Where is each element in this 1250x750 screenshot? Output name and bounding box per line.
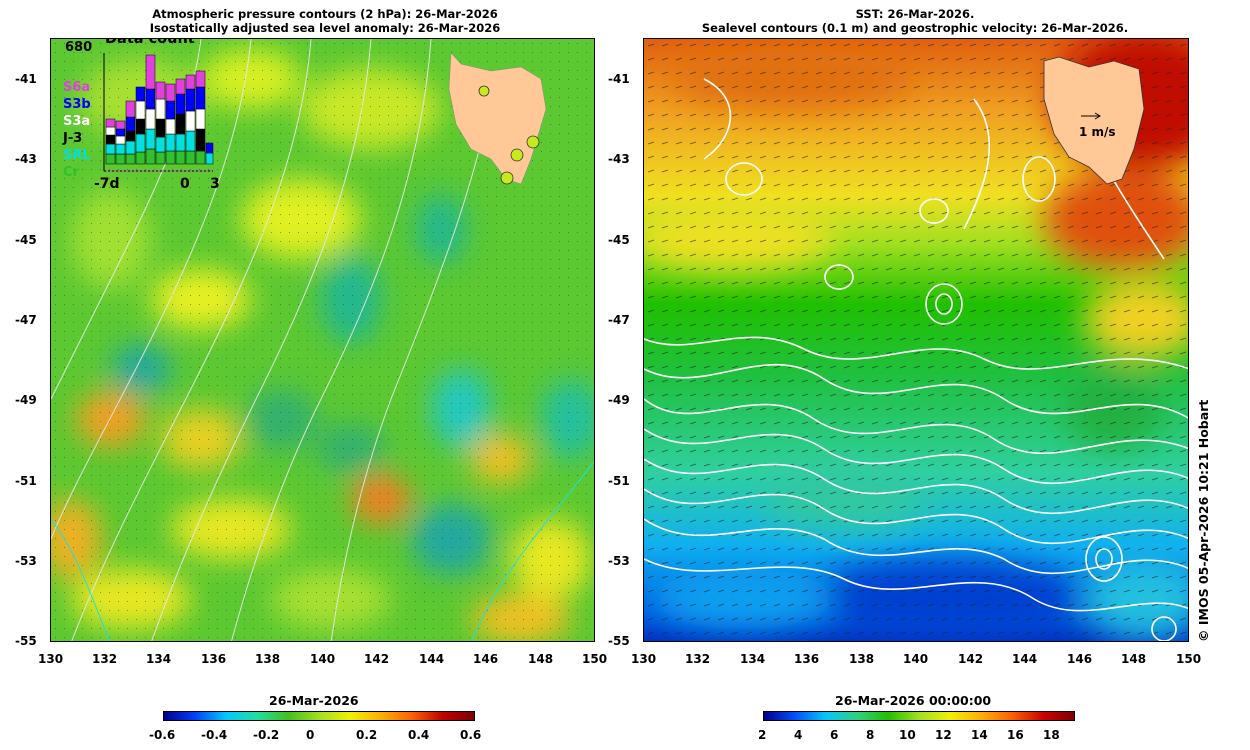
lat-tick: -53 xyxy=(608,554,630,568)
left-title: Atmospheric pressure contours (2 hPa): 2… xyxy=(60,7,590,35)
lon-tick: 132 xyxy=(685,652,711,666)
velocity-scale-arrow xyxy=(1081,112,1101,120)
colorbar-tick: 6 xyxy=(830,728,839,742)
colorbar-tick: 0 xyxy=(306,728,315,742)
lon-tick: 148 xyxy=(528,652,554,666)
left-colorbar-date: 26-Mar-2026 xyxy=(269,693,359,708)
lon-tick: 140 xyxy=(903,652,929,666)
sensor-legend: S6a S3b S3a J-3 SRL Cr xyxy=(63,79,91,181)
lon-tick: 146 xyxy=(473,652,499,666)
lon-tick: 136 xyxy=(201,652,227,666)
lon-tick: 148 xyxy=(1121,652,1147,666)
velocity-scale-label: 1 m/s xyxy=(1079,125,1116,139)
data-count-xtick-zero: 0 xyxy=(180,176,190,192)
colorbar-tick: 10 xyxy=(899,728,916,742)
colorbar-tick: 4 xyxy=(794,728,803,742)
data-count-bars xyxy=(103,53,214,172)
right-title-line2: Sealevel contours (0.1 m) and geostrophi… xyxy=(701,21,1129,35)
tasmania-land xyxy=(1043,56,1145,185)
colorbar-tick: -0.6 xyxy=(149,728,176,742)
sensor-cr: Cr xyxy=(63,165,79,180)
lat-tick: -43 xyxy=(608,152,630,166)
lon-tick: 146 xyxy=(1067,652,1093,666)
sensor-s3a: S3a xyxy=(63,114,91,129)
lat-tick: -41 xyxy=(608,72,630,86)
lon-tick: 144 xyxy=(419,652,445,666)
data-count-max: 680 xyxy=(65,40,93,55)
lat-tick: -55 xyxy=(608,634,630,648)
lon-tick: 150 xyxy=(582,652,608,666)
lat-tick: -51 xyxy=(15,474,37,488)
lat-tick: -47 xyxy=(15,313,37,327)
lat-tick: -41 xyxy=(15,72,37,86)
lon-tick: 142 xyxy=(364,652,390,666)
lat-tick: -49 xyxy=(608,393,630,407)
sensor-s3b: S3b xyxy=(63,97,91,112)
lat-tick: -45 xyxy=(608,233,630,247)
lat-tick: -45 xyxy=(15,233,37,247)
data-count-label: Data count xyxy=(105,38,195,47)
lon-tick: 132 xyxy=(92,652,118,666)
data-count-xtick-start: -7d xyxy=(94,176,120,192)
lon-tick: 138 xyxy=(849,652,875,666)
colorbar-tick: 14 xyxy=(971,728,988,742)
lat-tick: -53 xyxy=(15,554,37,568)
data-count-xtick-end: 3 xyxy=(210,176,220,192)
lon-tick: 150 xyxy=(1176,652,1202,666)
lon-tick: 130 xyxy=(631,652,657,666)
colorbar-tick: 2 xyxy=(758,728,767,742)
colorbar-tick: -0.2 xyxy=(253,728,280,742)
lon-tick: 138 xyxy=(255,652,281,666)
lat-tick: -55 xyxy=(15,634,37,648)
data-count-inset: 680 Data count S6a S3b S3a J-3 SRL Cr xyxy=(51,38,221,192)
right-title: SST: 26-Mar-2026. Sealevel contours (0.1… xyxy=(640,7,1190,35)
lat-tick: -49 xyxy=(15,393,37,407)
lon-tick: 142 xyxy=(958,652,984,666)
colorbar-tick: 0.2 xyxy=(356,728,378,742)
lon-tick: 134 xyxy=(146,652,172,666)
colorbar-tick: 18 xyxy=(1043,728,1060,742)
left-title-line1: Atmospheric pressure contours (2 hPa): 2… xyxy=(152,7,498,21)
lat-tick: -43 xyxy=(15,152,37,166)
colorbar-tick: 12 xyxy=(935,728,952,742)
imos-credit: © IMOS 05-Apr-2026 10:21 Hobart xyxy=(1196,399,1211,642)
sensor-s6a: S6a xyxy=(63,80,91,95)
colorbar-tick: 16 xyxy=(1007,728,1024,742)
colorbar-tick: 0.4 xyxy=(408,728,430,742)
lon-tick: 136 xyxy=(794,652,820,666)
lon-tick: 134 xyxy=(740,652,766,666)
sensor-j3: J-3 xyxy=(63,131,83,146)
left-title-line2: Isostatically adjusted sea level anomaly… xyxy=(149,21,501,35)
lat-tick: -51 xyxy=(608,474,630,488)
colorbar-tick: 8 xyxy=(866,728,875,742)
colorbar-tick: -0.4 xyxy=(201,728,228,742)
right-colorbar xyxy=(763,711,1075,721)
sea-level-anomaly-map[interactable]: 680 Data count S6a S3b S3a J-3 SRL Cr xyxy=(50,38,595,642)
colorbar-tick: 0.6 xyxy=(460,728,482,742)
lon-tick: 140 xyxy=(310,652,336,666)
right-title-line1: SST: 26-Mar-2026. xyxy=(855,7,975,21)
sensor-srl: SRL xyxy=(63,148,91,163)
sst-field: 1 m/s xyxy=(644,39,1188,641)
right-colorbar-date: 26-Mar-2026 00:00:00 xyxy=(835,693,992,708)
lon-tick: 130 xyxy=(38,652,64,666)
lat-tick: -47 xyxy=(608,313,630,327)
lon-tick: 144 xyxy=(1012,652,1038,666)
left-colorbar xyxy=(163,711,475,721)
sst-map[interactable]: 1 m/s xyxy=(643,38,1189,642)
